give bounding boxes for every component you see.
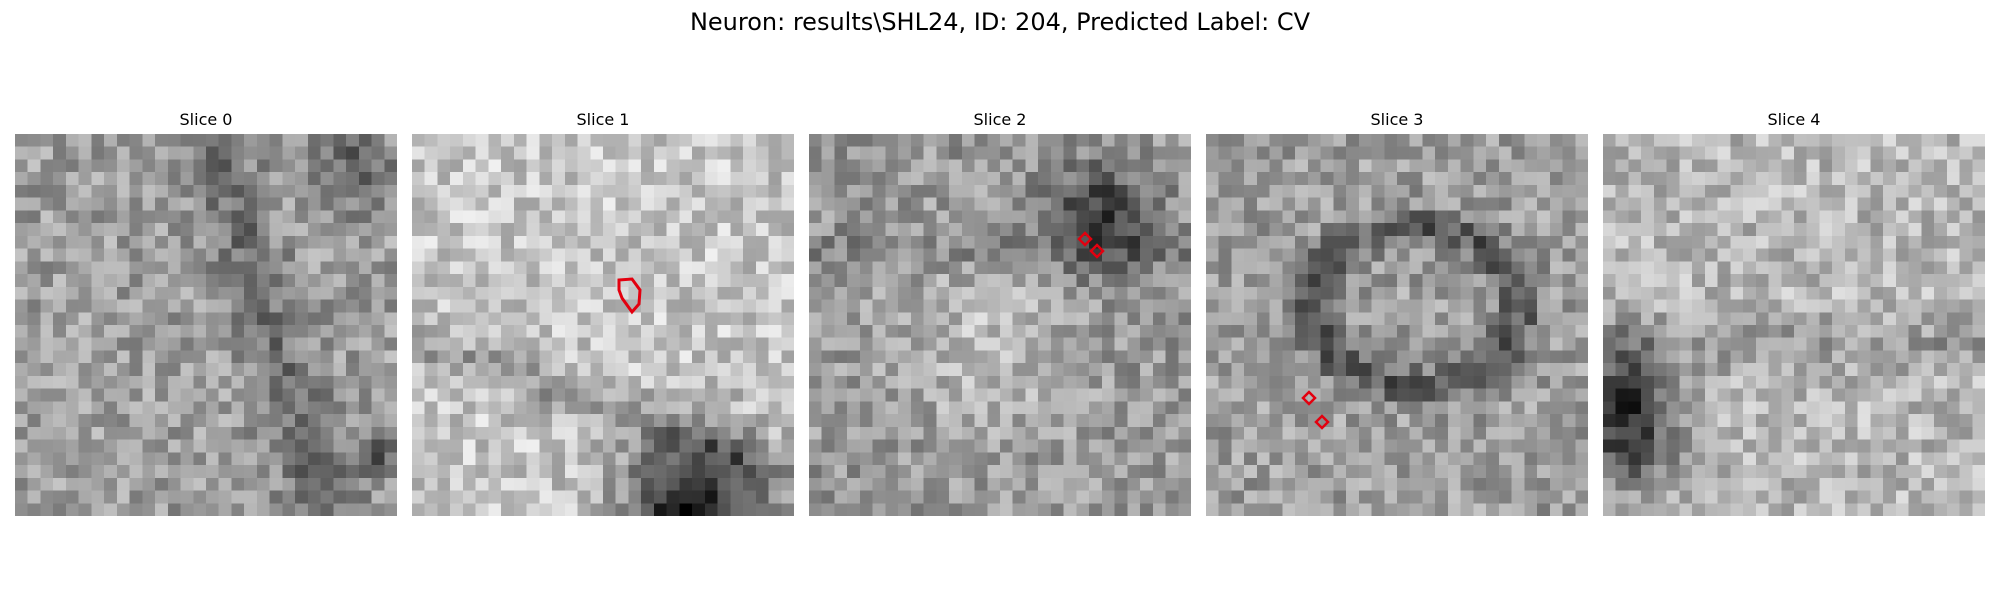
roi-contour-outline bbox=[617, 277, 642, 315]
slice-image-3 bbox=[1206, 134, 1588, 516]
slice-title-0: Slice 0 bbox=[179, 110, 233, 129]
slice-image-4 bbox=[1603, 134, 1985, 516]
slice-title-3: Slice 3 bbox=[1370, 110, 1424, 129]
slice-overlay-3 bbox=[1301, 390, 1330, 430]
roi-contour-marker bbox=[1301, 390, 1317, 406]
slice-title-1: Slice 1 bbox=[576, 110, 630, 129]
slice-image-0 bbox=[15, 134, 397, 516]
roi-contour-marker bbox=[1089, 243, 1105, 259]
slice-panel-1: Slice 1 bbox=[412, 110, 794, 516]
slice-panel-2: Slice 2 bbox=[809, 110, 1191, 516]
slice-panel-4: Slice 4 bbox=[1603, 110, 1985, 516]
slice-overlay-2 bbox=[1077, 231, 1105, 259]
slice-title-2: Slice 2 bbox=[973, 110, 1027, 129]
slice-title-4: Slice 4 bbox=[1767, 110, 1821, 129]
slice-overlay-0 bbox=[15, 134, 397, 516]
figure-title: Neuron: results\SHL24, ID: 204, Predicte… bbox=[689, 8, 1311, 36]
roi-contour-marker bbox=[1314, 414, 1330, 430]
slice-overlay-1 bbox=[617, 277, 642, 315]
slice-overlay-4 bbox=[1603, 134, 1985, 516]
slice-panel-0: Slice 0 bbox=[15, 110, 397, 516]
slice-image-2 bbox=[809, 134, 1191, 516]
roi-contour-marker bbox=[1077, 231, 1093, 247]
slice-image-1 bbox=[412, 134, 794, 516]
slice-panel-3: Slice 3 bbox=[1206, 110, 1588, 516]
